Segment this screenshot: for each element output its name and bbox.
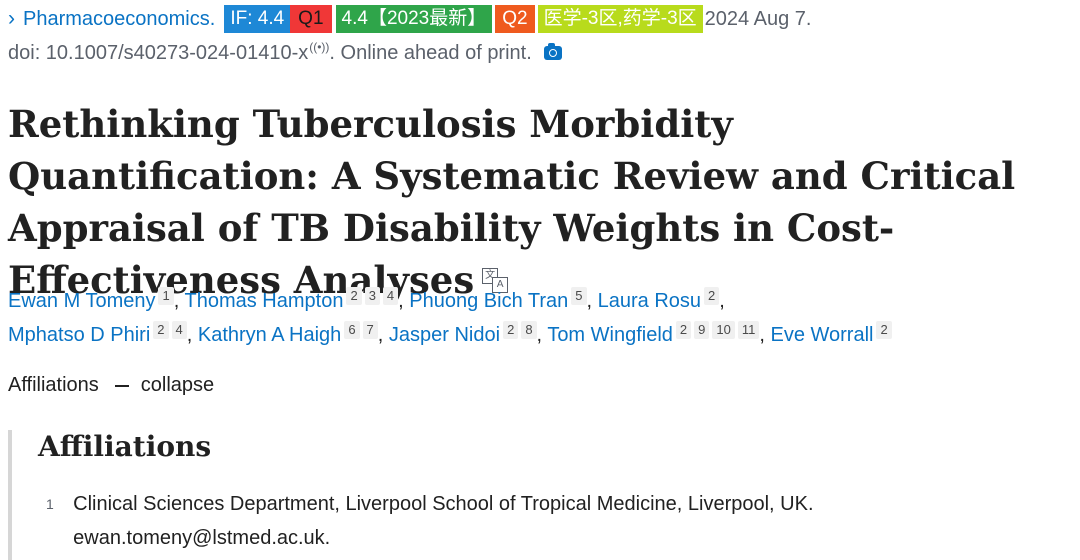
affiliation-ref[interactable]: 11 (737, 321, 760, 339)
author-name-link[interactable]: Mphatso D Phiri (8, 324, 151, 346)
author-separator: , (398, 290, 410, 312)
quartile-badge-q1: Q1 (290, 5, 332, 33)
author-separator: , (759, 324, 771, 346)
citation-row: › Pharmacoeconomics. IF: 4.4 Q1 4.4【2023… (8, 5, 811, 33)
author-separator: , (719, 290, 725, 312)
affiliation-ref[interactable]: 10 (712, 321, 735, 339)
impact-factor-badge: IF: 4.4 (224, 5, 291, 33)
chevron-right-icon[interactable]: › (8, 7, 15, 30)
affiliations-toggle-action: collapse (140, 374, 215, 396)
affiliation-ref[interactable]: 2 (675, 321, 692, 339)
journal-link[interactable]: Pharmacoeconomics. (23, 7, 216, 30)
category-badge: 医学-3区,药学-3区 (537, 5, 703, 33)
minus-icon (114, 384, 129, 387)
camera-icon[interactable] (543, 43, 562, 60)
affiliation-ref[interactable]: 9 (694, 321, 710, 339)
author-line-2: Mphatso D Phiri 2 4, Kathryn A Haigh 6 7, Ja… (8, 318, 1068, 352)
affiliation-item: 1 Clinical Sciences Department, Liverpoo… (46, 487, 1046, 555)
affiliation-ref[interactable]: 3 (364, 287, 380, 305)
affiliations-toggle[interactable]: Affiliations collapse (8, 374, 214, 397)
affiliation-number: 1 (46, 496, 54, 512)
doi-link[interactable]: doi: 10.1007/s40273-024-01410-x (8, 41, 309, 64)
affiliation-text: Clinical Sciences Department, Liverpool … (73, 493, 814, 549)
article-title-text: Rethinking Tuberculosis Morbidity Quanti… (8, 102, 1016, 302)
cas-rank-badge: 4.4【2023最新】 (335, 5, 493, 33)
author-separator: , (536, 324, 548, 346)
author-name-link[interactable]: Thomas Hampton (184, 290, 344, 312)
author-separator: , (377, 324, 389, 346)
author-separator: , (173, 290, 185, 312)
affiliation-ref[interactable]: 7 (362, 321, 378, 339)
author-separator: , (186, 324, 198, 346)
affiliation-ref[interactable]: 5 (571, 287, 587, 305)
author-name-link[interactable]: Laura Rosu (597, 290, 702, 312)
affiliation-ref[interactable]: 2 (704, 287, 720, 305)
affiliation-ref[interactable]: 4 (171, 321, 187, 339)
publication-date: 2024 Aug 7. (704, 7, 812, 30)
quartile-badge-q2: Q2 (495, 5, 535, 33)
affiliation-ref[interactable]: 4 (382, 287, 399, 305)
affiliation-ref[interactable]: 6 (344, 321, 360, 339)
affiliation-ref[interactable]: 1 (158, 287, 174, 305)
affiliations-heading: Affiliations (38, 430, 212, 463)
author-name-link[interactable]: Eve Worrall (770, 324, 874, 346)
author-separator: , (586, 290, 598, 312)
online-status: . Online ahead of print. (329, 41, 532, 64)
author-name-link[interactable]: Ewan M Tomeny (8, 290, 156, 312)
affiliation-ref[interactable]: 2 (346, 287, 362, 305)
affiliations-panel: Affiliations 1 Clinical Sciences Departm… (8, 430, 1062, 560)
broadcast-icon: ((•)) (309, 40, 330, 54)
author-list: Ewan M Tomeny 1, Thomas Hampton 2 3 4, Phuon… (8, 284, 1068, 352)
affiliation-ref[interactable]: 8 (521, 321, 537, 339)
author-name-link[interactable]: Jasper Nidoi (388, 324, 501, 346)
affiliation-ref[interactable]: 2 (503, 321, 519, 339)
author-name-link[interactable]: Phuong Bich Tran (409, 290, 569, 312)
doi-row: doi: 10.1007/s40273-024-01410-x ((•)) . … (8, 40, 562, 66)
article-title: Rethinking Tuberculosis Morbidity Quanti… (8, 98, 1048, 306)
author-name-link[interactable]: Tom Wingfield (547, 324, 673, 346)
affiliations-toggle-label: Affiliations (8, 374, 99, 396)
affiliation-ref[interactable]: 2 (876, 321, 892, 339)
author-line-1: Ewan M Tomeny 1, Thomas Hampton 2 3 4, Phuon… (8, 284, 1068, 318)
affiliation-ref[interactable]: 2 (153, 321, 169, 339)
author-name-link[interactable]: Kathryn A Haigh (197, 324, 342, 346)
